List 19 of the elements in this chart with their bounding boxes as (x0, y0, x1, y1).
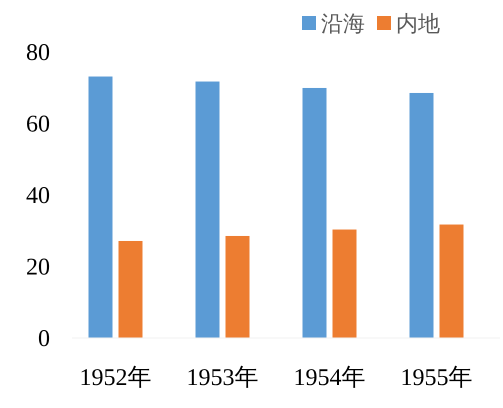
bar (302, 88, 326, 338)
bar (226, 236, 250, 338)
y-tick-label: 0 (38, 326, 50, 352)
y-tick-label: 40 (26, 183, 50, 209)
y-tick-label: 20 (26, 254, 50, 280)
legend-label: 内地 (396, 11, 440, 36)
y-tick-label: 60 (26, 112, 50, 138)
legend-label: 沿海 (321, 11, 365, 36)
x-tick-label: 1955年 (400, 365, 472, 391)
bar (410, 92, 434, 338)
bar (332, 230, 356, 338)
y-tick-label: 80 (26, 40, 50, 66)
bar (118, 240, 142, 338)
bar (196, 82, 220, 338)
bar (440, 224, 464, 338)
x-tick-label: 1952年 (80, 365, 152, 391)
x-tick-label: 1954年 (294, 365, 366, 391)
bar (88, 76, 112, 338)
x-tick-label: 1953年 (186, 365, 258, 391)
